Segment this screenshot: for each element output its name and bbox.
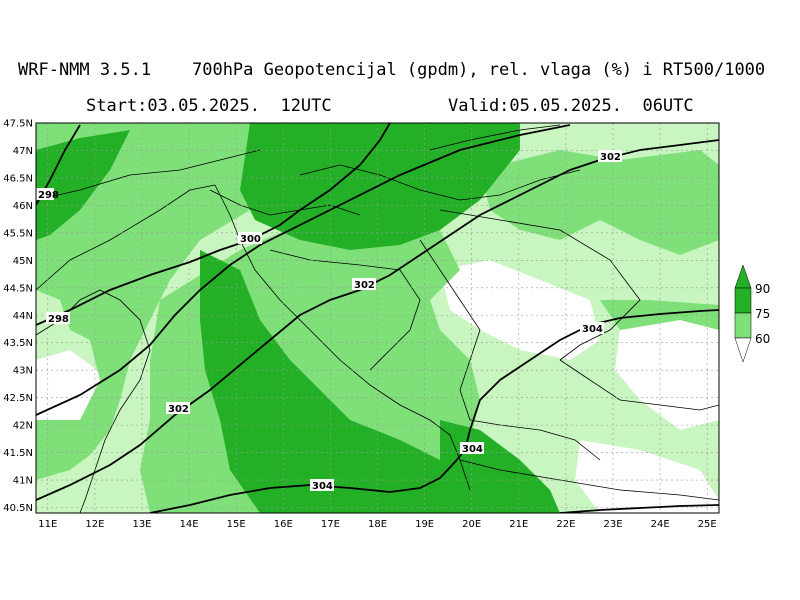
dry-area-southeast	[575, 440, 719, 513]
border-macedonia	[469, 419, 601, 461]
border-bosnia	[269, 249, 421, 371]
legend-swatch-75	[734, 312, 752, 339]
dry-area-far-east	[615, 320, 719, 430]
lon-tick-label: 13E	[132, 519, 151, 530]
humidity-90-south	[200, 250, 560, 513]
humidity-legend: 90 75 60	[734, 264, 770, 363]
contour-label-304-b: 304	[462, 444, 483, 455]
valid-time: Valid:05.05.2025. 06UTC	[448, 96, 694, 116]
lon-tick-label: 18E	[368, 519, 387, 530]
border-serbia	[419, 239, 481, 421]
legend-label-75: 75	[755, 307, 770, 321]
lat-tick-labels: 40.5N 41N 41.5N 42N 42.5N 43N 43.5N 44N 44.5N 45N…	[3, 119, 33, 515]
lon-tick-label: 14E	[180, 519, 199, 530]
lon-tick-label: 15E	[227, 519, 246, 530]
lat-tick-label: 43.5N	[3, 338, 33, 349]
lat-tick-label: 41N	[13, 476, 33, 487]
contour-label-304-c: 304	[312, 481, 333, 492]
legend-arrow-90	[734, 264, 752, 289]
lon-tick-label: 20E	[462, 519, 481, 530]
contour-labels: 298 298 300 302 302 302 304 304 304	[36, 150, 622, 492]
lon-tick-labels: 11E 12E 13E 14E 15E 16E 17E 18E 19E 20E 21E 22E 23E 2…	[38, 519, 716, 530]
lat-tick-label: 42N	[13, 421, 33, 432]
lat-tick-label: 47N	[13, 146, 33, 157]
lat-tick-label: 43N	[13, 366, 33, 377]
lat-tick-label: 41.5N	[3, 448, 33, 459]
italy-east-coast	[36, 184, 216, 291]
lon-tick-label: 17E	[321, 519, 340, 530]
humidity-75-northeast	[480, 150, 719, 255]
lat-tick-label: 45.5N	[3, 228, 33, 239]
lat-tick-label: 42.5N	[3, 393, 33, 404]
lon-tick-label: 23E	[603, 519, 622, 530]
border-northeast	[429, 124, 561, 151]
lon-tick-label: 24E	[651, 519, 670, 530]
contour-label-298-a: 298	[38, 190, 59, 201]
legend-label-90: 90	[755, 282, 770, 296]
contour-300	[36, 124, 571, 416]
lat-tick-label: 46.5N	[3, 173, 33, 184]
contour-label-300: 300	[240, 234, 261, 245]
start-time: Start:03.05.2025. 12UTC	[86, 96, 332, 116]
humidity-75-northwest	[36, 123, 330, 480]
map-frame	[35, 122, 720, 514]
contour-label-298-b: 298	[48, 314, 69, 325]
border-austria	[36, 149, 261, 201]
border-greece	[459, 459, 719, 501]
geography-lines	[36, 124, 719, 513]
border-bulgaria	[559, 359, 719, 411]
lon-tick-label: 12E	[85, 519, 104, 530]
contour-label-304-a: 304	[582, 324, 603, 335]
lon-tick-label: 16E	[274, 519, 293, 530]
legend-swatch-90	[734, 287, 752, 314]
lat-tick-label: 40.5N	[3, 503, 33, 514]
lon-tick-label: 11E	[38, 519, 57, 530]
lat-tick-label: 45N	[13, 256, 33, 267]
contour-label-302-b: 302	[354, 280, 375, 291]
border-hungary	[299, 164, 581, 201]
lat-tick-label: 44.5N	[3, 283, 33, 294]
legend-arrow-60	[734, 337, 752, 363]
contour-304-southeast	[559, 504, 719, 513]
lon-tick-label: 22E	[556, 519, 575, 530]
lat-tick-label: 46N	[13, 201, 33, 212]
chart-title: WRF-NMM 3.5.1 700hPa Geopotencijal (gpdm…	[18, 60, 766, 80]
humidity-75-east	[600, 300, 719, 330]
border-romania	[439, 209, 641, 361]
legend-label-60: 60	[755, 332, 770, 346]
lon-tick-label: 25E	[698, 519, 717, 530]
lon-tick-label: 21E	[509, 519, 528, 530]
lon-tick-label: 19E	[415, 519, 434, 530]
humidity-90-northwest	[36, 130, 130, 240]
contour-label-302-a: 302	[600, 152, 621, 163]
lat-tick-label: 44N	[13, 311, 33, 322]
contour-label-302-c: 302	[168, 404, 189, 415]
dry-area-east	[440, 260, 600, 360]
lat-tick-label: 47.5N	[3, 119, 33, 130]
